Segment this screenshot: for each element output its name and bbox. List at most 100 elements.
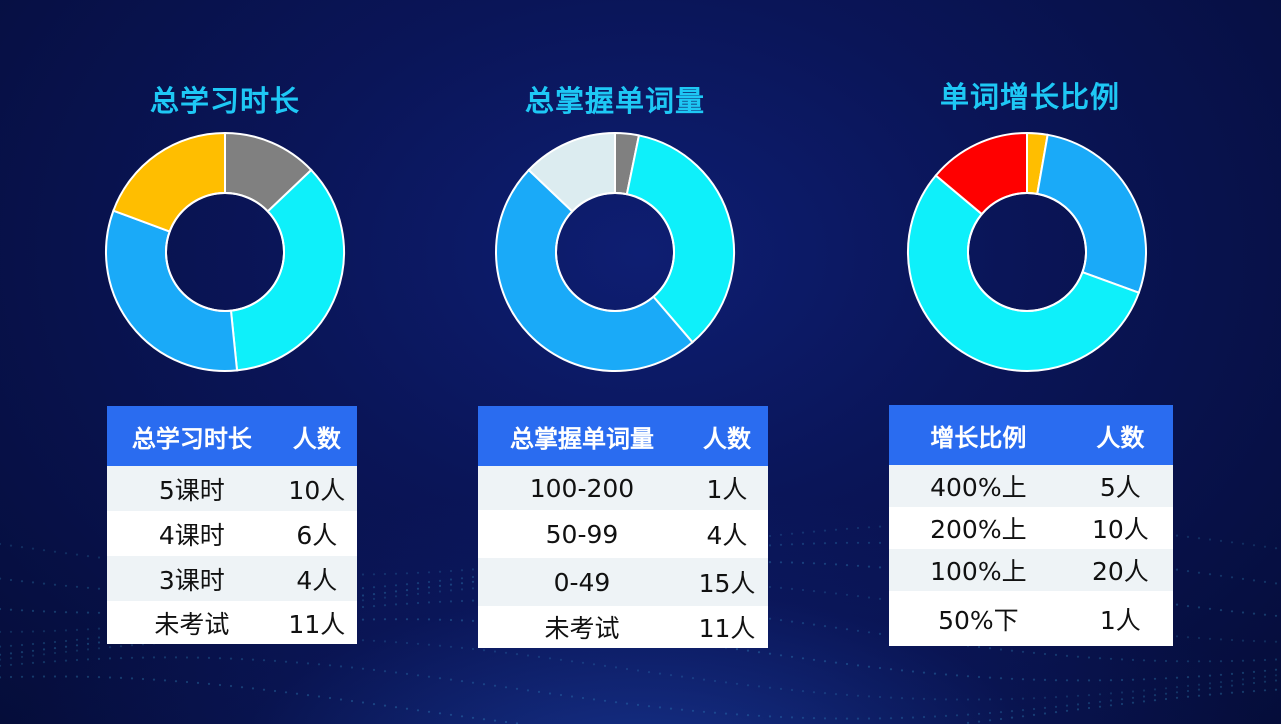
background-dot bbox=[812, 542, 816, 545]
background-dot bbox=[1021, 709, 1025, 712]
background-dot bbox=[185, 656, 189, 659]
background-dot bbox=[867, 631, 871, 634]
background-dot bbox=[339, 665, 343, 668]
background-dot bbox=[801, 690, 805, 693]
background-dot bbox=[64, 675, 68, 678]
background-dot bbox=[1065, 704, 1069, 707]
background-dot bbox=[900, 716, 904, 719]
background-dot bbox=[801, 657, 805, 660]
background-dot bbox=[53, 583, 57, 586]
background-dot bbox=[306, 694, 310, 697]
background-dot bbox=[31, 649, 35, 652]
background-dot bbox=[449, 713, 453, 716]
background-dot bbox=[1219, 539, 1223, 542]
background-dot bbox=[823, 660, 827, 663]
background-dot bbox=[1142, 659, 1146, 662]
table-cell-category: 5课时 bbox=[107, 466, 277, 511]
background-dot bbox=[31, 630, 35, 633]
background-dot bbox=[823, 625, 827, 628]
background-dot bbox=[53, 640, 57, 644]
background-dot bbox=[482, 683, 486, 686]
background-dot bbox=[9, 630, 13, 633]
background-dot bbox=[383, 618, 387, 621]
background-dot bbox=[1208, 687, 1212, 690]
background-dot bbox=[372, 618, 376, 621]
background-dot bbox=[86, 555, 90, 558]
table-row: 0-49 15人 bbox=[478, 558, 768, 606]
background-dot bbox=[845, 662, 849, 666]
background-dot bbox=[141, 677, 145, 681]
background-dot bbox=[416, 642, 420, 645]
background-dot bbox=[625, 667, 629, 671]
background-dot bbox=[108, 657, 112, 660]
background-dot bbox=[988, 698, 992, 701]
background-dot bbox=[581, 696, 585, 700]
background-dot bbox=[812, 717, 816, 720]
table-cell-category: 未考试 bbox=[107, 601, 277, 644]
background-dot bbox=[724, 712, 728, 715]
background-dot bbox=[86, 628, 90, 631]
background-dot bbox=[64, 552, 68, 555]
background-dot bbox=[691, 677, 695, 680]
background-dot bbox=[427, 591, 431, 594]
background-dot bbox=[1021, 650, 1025, 653]
table-row: 200%上 10人 bbox=[889, 507, 1173, 549]
background-dot bbox=[1120, 658, 1124, 661]
background-dot bbox=[1153, 659, 1157, 662]
background-dot bbox=[768, 585, 772, 589]
background-dot bbox=[97, 647, 101, 650]
background-dot bbox=[867, 665, 871, 668]
background-dot bbox=[460, 582, 464, 585]
background-dot bbox=[9, 663, 13, 666]
background-dot bbox=[1186, 605, 1190, 608]
donut-hole-outline bbox=[555, 192, 675, 312]
background-dot bbox=[1263, 613, 1267, 616]
background-dot bbox=[790, 655, 794, 658]
background-dot bbox=[394, 641, 398, 644]
background-dot bbox=[988, 647, 992, 650]
background-dot bbox=[1241, 671, 1245, 674]
background-dot bbox=[922, 697, 926, 700]
background-dot bbox=[1054, 711, 1058, 714]
chart-title-vocabulary: 总掌握单词量 bbox=[524, 84, 705, 118]
background-dot bbox=[1263, 545, 1267, 548]
background-dot bbox=[1098, 700, 1102, 703]
background-dot bbox=[460, 588, 464, 591]
background-dot bbox=[1054, 653, 1058, 656]
background-dot bbox=[834, 661, 838, 664]
background-dot bbox=[867, 695, 871, 698]
background-dot bbox=[746, 714, 750, 717]
background-dot bbox=[812, 691, 816, 694]
donut-chart-growth bbox=[907, 131, 1147, 372]
donut-slice-growth-1 bbox=[1036, 133, 1147, 294]
background-dot bbox=[1274, 679, 1278, 682]
table-row: 未考试 11人 bbox=[107, 601, 357, 644]
background-dot bbox=[790, 561, 794, 564]
background-dot bbox=[1010, 716, 1014, 719]
background-dot bbox=[361, 599, 365, 602]
background-dot bbox=[361, 639, 365, 642]
background-dot bbox=[1032, 697, 1036, 700]
background-dot bbox=[1153, 688, 1157, 691]
background-dot bbox=[1197, 683, 1201, 686]
background-dot bbox=[1230, 659, 1234, 663]
table-growth: 增长比例 人数 400%上 5人 200%上 10人 100%上 20人 50%下 1人 bbox=[889, 405, 1173, 646]
table-row: 100-200 1人 bbox=[478, 466, 768, 510]
background-dot bbox=[361, 594, 365, 597]
background-dot bbox=[86, 611, 90, 614]
background-dot bbox=[845, 541, 849, 544]
background-dot bbox=[845, 628, 849, 631]
background-dot bbox=[42, 653, 46, 656]
background-dot bbox=[1120, 698, 1124, 701]
background-dot bbox=[735, 682, 739, 685]
background-dot bbox=[1252, 612, 1256, 615]
background-dot bbox=[779, 543, 783, 546]
background-dot bbox=[0, 542, 2, 546]
background-dot bbox=[449, 618, 453, 622]
background-dot bbox=[218, 683, 222, 687]
background-dot bbox=[779, 654, 783, 657]
background-dot bbox=[97, 657, 101, 660]
background-dot bbox=[460, 715, 464, 718]
table-cell-category: 50%下 bbox=[889, 591, 1068, 646]
background-dot bbox=[20, 546, 24, 549]
